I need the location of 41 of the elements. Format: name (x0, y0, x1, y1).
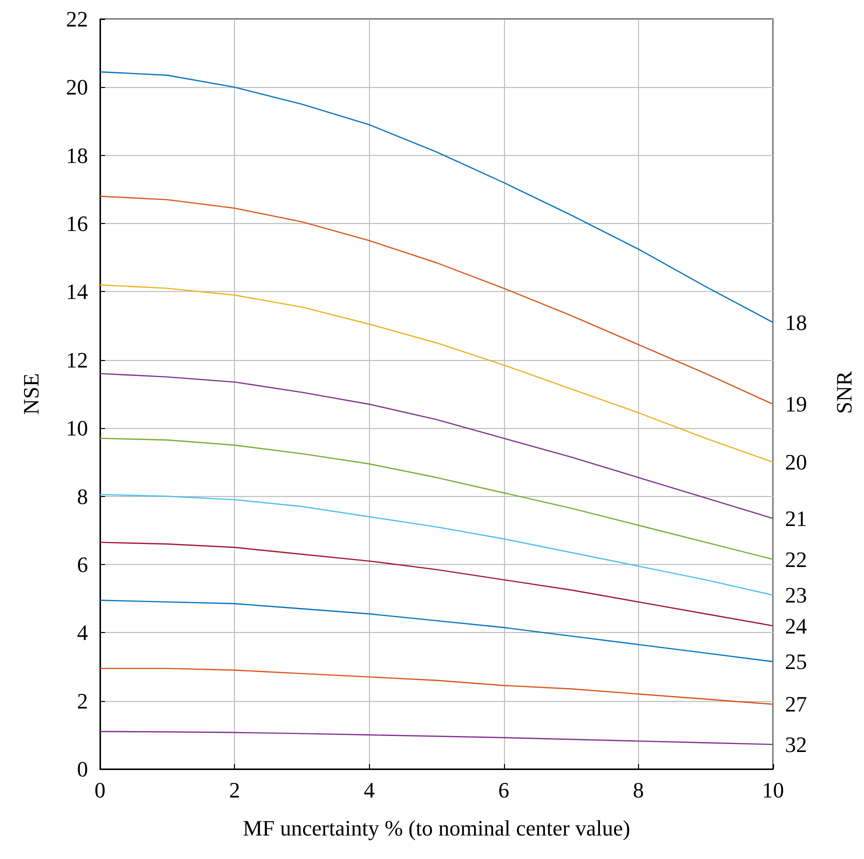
series-label: 21 (785, 506, 807, 531)
line-series (99, 71, 774, 324)
series-label: 23 (785, 582, 807, 608)
line-series (99, 372, 774, 520)
series-label: 19 (785, 392, 807, 417)
x-tick-label: 0 (94, 778, 106, 802)
y-tick-label: 8 (77, 484, 88, 509)
line-series (99, 668, 774, 705)
y-tick-label: 12 (66, 347, 88, 372)
line-series (99, 542, 774, 626)
y-tick-label: 10 (66, 416, 88, 441)
x-tick-label: 4 (364, 778, 375, 802)
series-label: 32 (785, 732, 807, 757)
y-tick-label: 6 (77, 552, 88, 577)
y-tick-label: 16 (66, 211, 88, 236)
x-tick-label: 8 (632, 778, 644, 802)
line-series (99, 600, 774, 662)
y-tick-label: 22 (66, 6, 88, 32)
x-axis-title: MF uncertainty % (to nominal center value) (242, 816, 630, 840)
series-label: 27 (785, 692, 807, 717)
y-axis-title: NSE (18, 373, 44, 415)
series-label: 20 (785, 450, 807, 475)
y-tick-label: 20 (66, 74, 88, 100)
y-tick-label: 14 (66, 279, 88, 304)
line-series (99, 494, 774, 596)
x-tick-label: 10 (762, 778, 784, 802)
y-tick-label: 2 (77, 688, 88, 714)
series-label: 22 (785, 546, 807, 572)
line-series (99, 438, 774, 560)
y-tick-label: 18 (66, 142, 88, 168)
series-label: 18 (785, 310, 807, 335)
line-series (99, 284, 774, 463)
y-tick-label: 4 (77, 620, 88, 646)
line-series (99, 730, 774, 746)
series-label: 25 (785, 649, 807, 674)
series-label: 24 (785, 613, 807, 638)
legend-title: SNR (832, 370, 856, 414)
y-tick-label: 0 (77, 756, 88, 782)
line-series (99, 196, 774, 405)
x-tick-label: 6 (498, 778, 510, 802)
x-tick-label: 2 (229, 778, 240, 802)
